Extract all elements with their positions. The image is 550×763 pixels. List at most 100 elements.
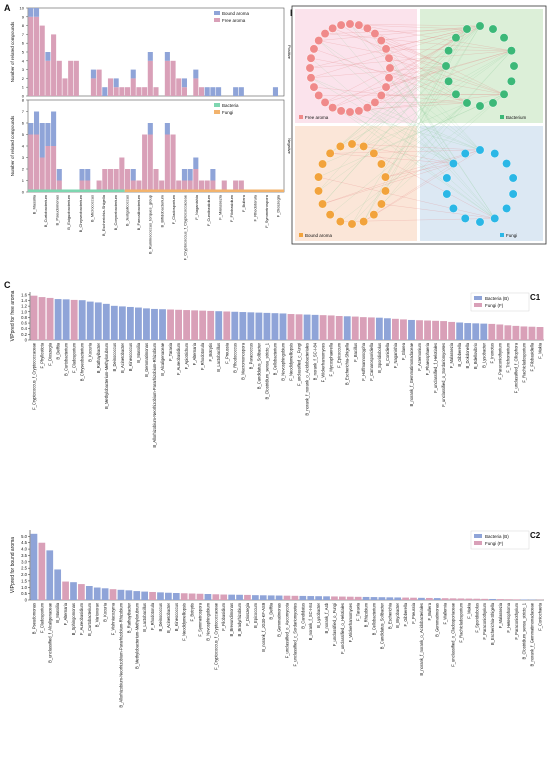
panel-a-bottom-bar-free [198, 180, 205, 192]
panel-a-bottom-bar-free [142, 134, 148, 192]
c1-bar [199, 310, 207, 340]
panel-a-bottom-bar-bound [45, 123, 51, 146]
c1-bar [335, 316, 343, 340]
c1-category-label: B_norank_f_norank_o_Acidobacteriales [305, 343, 310, 416]
c1-bar [110, 305, 118, 340]
c2-category-label: F_Taraxia [356, 602, 361, 621]
panel-a-top-bar-bound [102, 87, 108, 96]
node-fungi [460, 214, 470, 223]
panel-a-top-bar-free [119, 87, 125, 96]
c1-category-label: B_Gibberella [457, 342, 462, 366]
network-edge [349, 111, 495, 219]
c2-y-tick-label: 3.5 [21, 553, 27, 558]
panel-a-top-tick-label: 1 [22, 85, 25, 90]
c2-bar [433, 598, 441, 600]
c2-bar [93, 587, 101, 600]
c2-legend-label-b: Bacteria (B) [485, 534, 509, 539]
panel-a-top-bar-free [164, 60, 170, 96]
panel-a-bottom-tick-label: 4 [22, 144, 25, 149]
network-edge [358, 50, 512, 112]
node-fungi [449, 204, 458, 213]
panel-a-bottom-bar-bound [187, 169, 193, 181]
network-edge [367, 107, 454, 164]
panel-a-top-bar-free [153, 87, 159, 96]
c1-category-label: B_Acinetobacter [120, 342, 125, 373]
c1-category-label: B_Lysobacter [481, 342, 486, 368]
c1-category-label: F_Inonotus [489, 343, 494, 363]
c1-category-label: B_Delftia [56, 342, 61, 359]
c2-bar [505, 599, 512, 600]
c1-y-tick-label: 0.4 [21, 326, 27, 331]
c1-bar [62, 299, 70, 340]
c1-category-label: B_Allorhizobium-Neorhizobium-Pararhizobi… [152, 342, 157, 447]
panel-a-bottom-bar-free [159, 180, 165, 192]
c2-category-label: B_Kocuria [103, 602, 108, 622]
panel-a-top-bar-free [198, 87, 205, 96]
panel-a-bottom-bar-free [136, 180, 142, 192]
panel-a-genus-label: B_Jeotgalicoccus [124, 195, 129, 226]
panel-a-top-tick-label: 0 [22, 94, 25, 99]
panel-a-top-bar-free [73, 60, 79, 96]
node-free-aroma [305, 63, 315, 73]
panel-a-genus-label: B_Bifidobacterium [159, 194, 164, 227]
c2-bar [38, 542, 46, 600]
c2-category-label: B_Gemmatimonas [277, 603, 282, 637]
c1-bar [520, 326, 528, 340]
panel-a-genus-label: F_Dioszegia [276, 194, 281, 217]
panel-a-top-side-label: Positive [287, 45, 292, 60]
c2-bar [172, 593, 180, 600]
c1-bar [151, 308, 158, 340]
c1-bar [287, 314, 295, 340]
panel-label-c2: C2 [530, 531, 541, 540]
panel-a-bottom-bar-bound [51, 111, 57, 146]
panel-a-bottom-bar-free [119, 157, 125, 192]
c2-bar [410, 597, 417, 600]
panel-a-top-tick-label: 4 [22, 58, 25, 63]
c1-y-tick-label: 0.2 [21, 332, 27, 337]
c2-bar [512, 599, 520, 600]
panel-a-bottom-bar-free [210, 180, 216, 192]
node-free-aroma [362, 103, 372, 113]
network-edge [388, 77, 481, 151]
node-bound-aroma [314, 186, 323, 196]
c1-category-label: B_Novosphingobium [280, 342, 285, 380]
c2-category-label: B_norank_f_JG30-KF-AS9 [261, 602, 266, 651]
c1-bar [175, 309, 182, 340]
network-edge [313, 86, 468, 104]
c1-category-label: B_Clostridium_sensu_stricto_1 [264, 342, 269, 399]
node-bound-aroma [335, 142, 345, 151]
node-bound-aroma [369, 210, 379, 220]
panel-a-top-tick-label: 10 [20, 6, 25, 11]
c1-category-label: B_Rhodococcus [232, 343, 237, 373]
panel-a-bottom-bar-free [193, 169, 199, 192]
c1-category-label: B_Paracoccus [248, 343, 253, 369]
c1-bar [183, 310, 191, 340]
c1-category-label: F_Wickerhamomyces [321, 343, 326, 382]
network-edge [310, 65, 447, 78]
c1-bar [512, 325, 520, 340]
panel-a-bottom-bar-bound [164, 123, 170, 135]
node-free-aroma [370, 29, 380, 38]
node-bacterium [441, 61, 451, 71]
c2-bar [473, 598, 481, 600]
panel-a-genus-label: F_Filobasidium [229, 194, 234, 222]
c2-category-label: B_Methylobacterium-Methylorubrum [134, 602, 139, 669]
c2-bar [109, 589, 117, 600]
network-edge [318, 176, 495, 219]
node-free-aroma [354, 20, 364, 30]
c1-bar [343, 316, 351, 340]
network-edge [330, 65, 447, 154]
c2-bar [291, 595, 299, 600]
c1-bar [488, 323, 496, 340]
panel-a-genus-label: B_Massilia [31, 194, 36, 214]
c1-category-label: B_Alcaligenaceae [160, 342, 165, 375]
panel-a-bottom-bar-bound [193, 157, 199, 169]
c1-category-label: F_unclassified_f_Ciliophora [513, 342, 518, 393]
c2-bar [117, 589, 125, 600]
panel-a-bottom-bar-free [170, 134, 176, 192]
panel-a-top-bar-bound [164, 52, 170, 61]
node-bound-aroma [314, 172, 323, 182]
c1-bar [480, 323, 488, 340]
c2-bar [188, 593, 196, 600]
